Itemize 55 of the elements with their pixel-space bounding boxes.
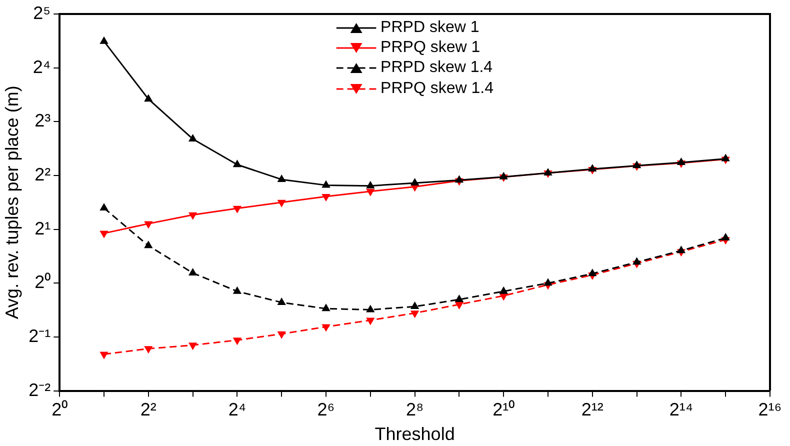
point xyxy=(632,160,642,168)
x-tick-label: 2⁶ xyxy=(317,400,335,420)
x-tick-label: 2⁸ xyxy=(406,400,424,420)
x-tick-label: 2¹² xyxy=(581,400,604,420)
point xyxy=(144,346,153,354)
y-tick-label: 2⁴ xyxy=(32,56,51,77)
point xyxy=(100,352,108,360)
y-tick-label: 2¹ xyxy=(34,218,51,238)
y-axis-title: Avg. rev. tuples per place (m) xyxy=(2,86,22,320)
x-tick-label: 2¹⁴ xyxy=(669,400,694,420)
legend-label: PRPD skew 1 xyxy=(380,19,480,36)
point xyxy=(232,338,242,346)
y-tick-label: 2⁻¹ xyxy=(28,326,51,346)
x-tick-label: 2⁴ xyxy=(228,400,246,420)
legend-label: PRPQ skew 1.4 xyxy=(380,80,494,97)
x-tick-label: 2² xyxy=(140,400,156,420)
point xyxy=(100,203,108,211)
point xyxy=(188,134,198,142)
point xyxy=(499,172,508,180)
y-tick-label: 2⁰ xyxy=(34,272,51,292)
point xyxy=(144,221,153,229)
point xyxy=(676,246,686,254)
legend-label: PRPQ skew 1 xyxy=(380,39,480,56)
point xyxy=(588,164,597,172)
point xyxy=(144,94,153,102)
point xyxy=(366,318,375,326)
point xyxy=(410,178,420,186)
point xyxy=(366,180,375,188)
point xyxy=(676,157,686,165)
y-tick-label: 2⁵ xyxy=(33,2,51,23)
x-axis-title: Threshold xyxy=(374,424,455,444)
point xyxy=(544,168,552,176)
point xyxy=(454,175,464,183)
point xyxy=(188,212,198,220)
point xyxy=(188,342,198,350)
y-tick-label: 2⁻² xyxy=(28,380,51,400)
point xyxy=(232,206,242,214)
point xyxy=(277,331,286,339)
point xyxy=(721,154,730,162)
legend-label: PRPD skew 1.4 xyxy=(380,60,493,77)
point xyxy=(144,240,153,248)
x-tick-label: 2¹⁶ xyxy=(758,400,782,420)
x-tick-label: 2¹⁰ xyxy=(492,400,515,420)
point xyxy=(277,200,286,208)
point xyxy=(454,302,464,310)
y-tick-label: 2³ xyxy=(34,110,51,131)
point xyxy=(410,310,420,318)
y-tick-label: 2² xyxy=(34,164,51,184)
point xyxy=(322,180,330,188)
point xyxy=(277,174,286,182)
point xyxy=(232,160,242,168)
x-tick-label: 2⁰ xyxy=(52,400,68,420)
point xyxy=(100,36,108,44)
point xyxy=(322,324,330,332)
point xyxy=(100,230,108,238)
